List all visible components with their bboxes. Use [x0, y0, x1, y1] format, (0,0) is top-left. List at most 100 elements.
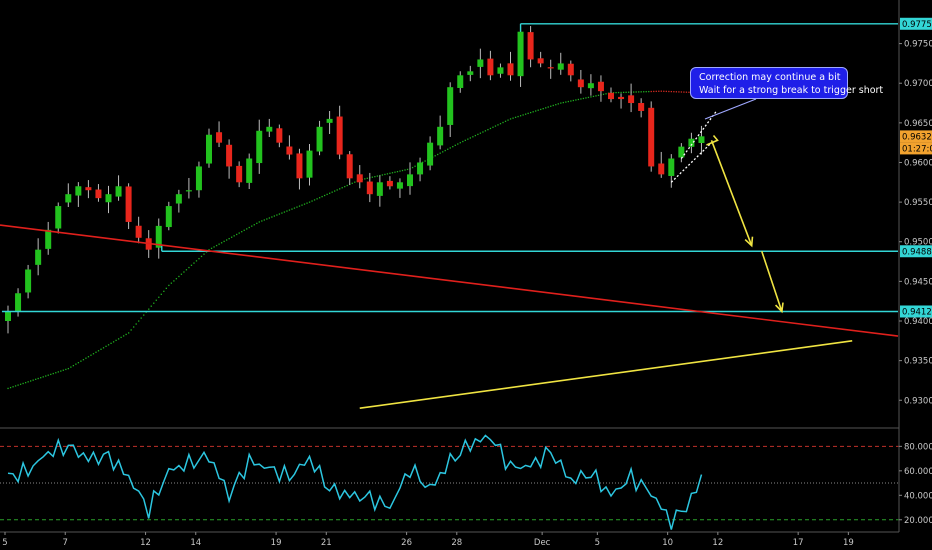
candle-body: [35, 249, 42, 265]
ma-dot: [595, 95, 597, 97]
ma-dot: [263, 219, 265, 221]
ma-dot: [178, 275, 180, 278]
candle-body: [376, 182, 383, 196]
rsi-pane[interactable]: [0, 434, 899, 530]
ma-dot: [384, 173, 386, 176]
ma-dot: [497, 124, 499, 126]
ma-dot: [80, 360, 82, 362]
ma-dot: [685, 91, 688, 93]
ma-dot: [421, 161, 424, 163]
candle-body: [407, 174, 413, 187]
rsi-line: [7, 434, 703, 530]
time-axis[interactable]: 5 7 12 14 19 21 26 28 Dec 5 10 12 17 19: [0, 531, 899, 548]
ma-dot: [92, 353, 95, 355]
ma-dot: [477, 133, 479, 136]
ma-dot: [336, 189, 338, 191]
candle: [286, 135, 293, 160]
candle: [658, 151, 665, 178]
ma-dot: [306, 202, 308, 204]
ma-dot: [253, 224, 255, 226]
time-tick-label: 5: [2, 538, 7, 548]
ma-dot: [643, 91, 645, 93]
ma-dot: [24, 381, 27, 384]
ma-dot: [509, 118, 512, 120]
ma-dot: [507, 119, 509, 121]
ma-dot: [291, 208, 293, 210]
ma-dot: [565, 101, 567, 103]
annotation-callout[interactable]: Correction may continue a bit Wait for a…: [690, 67, 883, 99]
ma-dot: [120, 336, 122, 339]
ma-dot: [469, 137, 471, 139]
candle-body: [165, 206, 172, 228]
candle-body: [497, 67, 504, 74]
ma-dot: [155, 299, 157, 301]
ma-dot: [645, 91, 647, 93]
time-tick-label: 12: [140, 538, 151, 548]
time-tick-label: 19: [271, 538, 282, 548]
ma-dot: [660, 90, 662, 92]
candle: [95, 184, 102, 202]
candle: [487, 50, 494, 81]
candle: [356, 165, 363, 189]
arrow-shaft: [760, 250, 783, 312]
ma-dot: [530, 111, 532, 114]
ma-dot: [514, 116, 517, 119]
ma-dot: [180, 273, 183, 275]
ma-dot: [296, 206, 298, 208]
ma-dot: [524, 113, 527, 115]
candle-body: [155, 225, 162, 248]
candle-body: [668, 158, 675, 176]
correction-channel: [670, 142, 712, 183]
candle: [135, 216, 142, 244]
ma-dot: [236, 233, 238, 236]
current-price-badge: 0.96329: [900, 130, 932, 143]
ma-dot: [434, 155, 436, 157]
candle: [366, 172, 373, 203]
ma-dot: [452, 145, 454, 148]
candle: [306, 143, 313, 186]
candle: [628, 83, 635, 113]
candle-body: [316, 126, 323, 152]
candle: [125, 183, 132, 230]
ma-dot: [50, 373, 52, 376]
ma-dot: [449, 147, 451, 149]
ma-dot: [394, 171, 396, 173]
ma-dot: [200, 255, 203, 258]
time-tick-label: Dec: [534, 538, 551, 548]
ma-dot: [550, 105, 552, 107]
ma-dot: [366, 177, 368, 179]
ma-dot: [293, 207, 296, 209]
ma-dot: [459, 142, 461, 144]
ma-dot: [163, 290, 165, 292]
ma-dot: [537, 109, 539, 111]
candle: [678, 143, 685, 163]
ma-dot: [203, 253, 205, 255]
candle: [497, 63, 504, 78]
time-tick-label: 14: [190, 538, 201, 548]
ma-dot: [680, 91, 683, 93]
ma-dot: [316, 198, 318, 200]
ma-dot: [215, 244, 218, 247]
price-pane[interactable]: [0, 23, 899, 409]
correction-channel: [680, 110, 718, 159]
candle: [517, 26, 524, 87]
ma-dot: [557, 103, 559, 105]
ma-dot: [494, 125, 497, 127]
time-tick-label: 21: [321, 538, 332, 548]
ma-dot: [95, 351, 97, 353]
ma-dot: [640, 91, 642, 93]
ma-dot: [462, 140, 464, 143]
ma-dot: [344, 185, 346, 188]
candle: [698, 125, 705, 155]
ma-dot: [620, 91, 622, 94]
candle: [427, 136, 434, 171]
ma-dot: [210, 247, 213, 249]
candle: [155, 218, 162, 259]
candle-body: [95, 189, 102, 199]
candle: [537, 51, 544, 68]
candle: [557, 52, 564, 75]
